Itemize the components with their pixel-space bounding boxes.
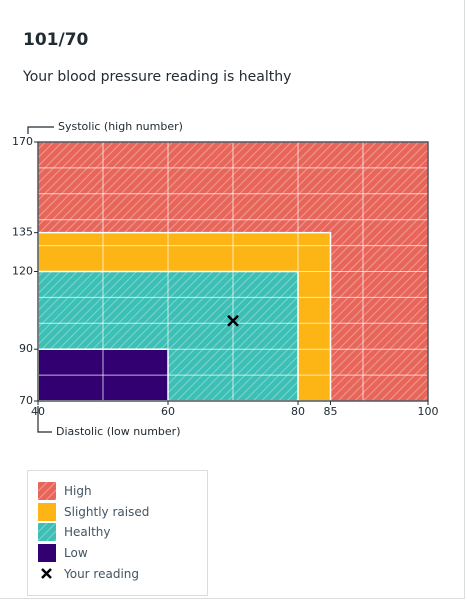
legend-label: Your reading [64, 566, 140, 581]
legend-swatch [38, 502, 56, 521]
y-tick-label: 90 [19, 342, 33, 355]
legend-swatch [38, 482, 56, 501]
subtitle: Your blood pressure reading is healthy [22, 69, 291, 85]
legend-item: Healthy [38, 522, 207, 543]
legend-swatch [38, 523, 56, 542]
y-label-bracket [27, 126, 54, 134]
legend-label: Healthy [64, 525, 111, 540]
legend-item: Slightly raised [38, 502, 207, 523]
legend-swatch [38, 544, 56, 563]
y-tick-label: 135 [12, 226, 33, 239]
reading-marker [227, 314, 239, 327]
legend: High Slightly raised Healthy Low Your readin… [27, 470, 208, 596]
x-tick-label: 100 [418, 405, 439, 418]
legend-item: Low [38, 543, 207, 564]
y-tick-label: 170 [12, 135, 33, 148]
legend-item: Your reading [38, 563, 207, 584]
legend-label: Slightly raised [64, 504, 150, 519]
x-tick-label: 80 [291, 405, 305, 418]
chart: 101/70 Your blood pressure reading is he… [12, 30, 439, 438]
x-label-bracket [37, 406, 52, 433]
title: 101/70 [23, 30, 89, 50]
x-tick-label: 40 [31, 405, 45, 418]
legend-swatch [41, 567, 52, 579]
x-tick-label: 85 [324, 405, 338, 418]
y-tick-label: 120 [12, 265, 33, 278]
y-tick-label: 70 [19, 394, 33, 407]
x-axis-label: Diastolic (low number) [56, 425, 181, 438]
legend-label: High [64, 484, 92, 499]
legend-item: High [38, 481, 207, 502]
x-tick-label: 60 [161, 405, 175, 418]
y-axis-label: Systolic (high number) [58, 120, 183, 133]
legend-label: Low [64, 546, 88, 561]
